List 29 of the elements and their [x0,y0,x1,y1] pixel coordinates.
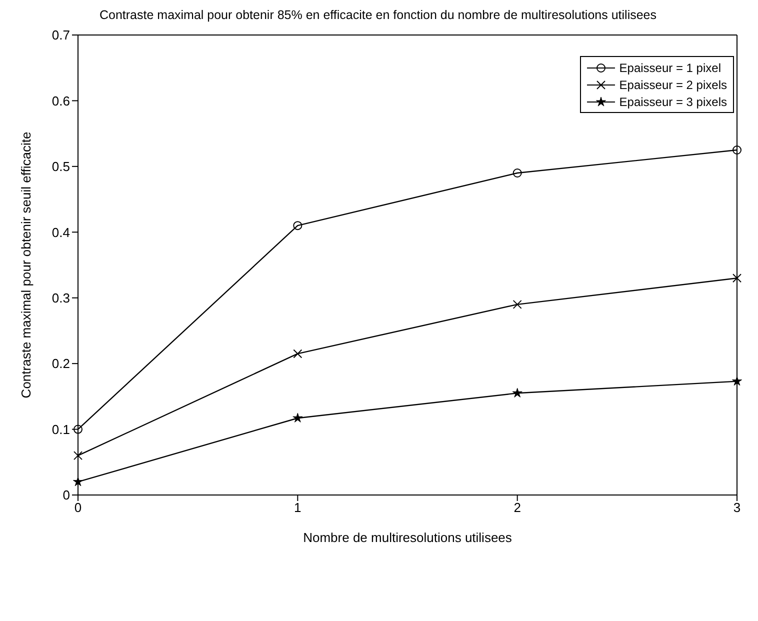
chart-title: Contraste maximal pour obtenir 85% en efficacite en fonction du nombre de multiresolutions utilisees [98,8,658,22]
x-tick-label: 2 [514,500,521,516]
y-tick-label: 0.6 [52,93,70,108]
legend-label: Epaisseur = 2 pixels [619,78,727,92]
y-axis-title: Contraste maximal pour obtenir seuil efficacite [18,132,34,398]
point [74,451,82,460]
point [512,388,522,398]
x-axis-title: Nombre de multiresolutions utilisees [303,530,512,546]
point [293,349,302,358]
point [732,146,742,154]
point [512,168,522,178]
y-tick-label: 0.3 [52,290,70,306]
point [512,300,522,309]
y-tick-label: 0.5 [52,159,70,174]
point [292,412,303,422]
point [732,274,742,283]
x-tick-label: 0 [74,500,82,516]
x-tick-label: 3 [733,500,741,516]
y-tick-label: 0 [62,488,70,503]
y-tick-label: 0.2 [52,356,70,372]
legend-label: Epaisseur = 1 pixel [619,60,721,74]
y-tick-label: 0.4 [52,224,70,240]
y-tick-label: 0.1 [52,422,70,437]
point [732,376,742,386]
y-tick-label: 0.7 [52,28,70,43]
point [72,476,84,486]
point [293,221,302,230]
legend-label: Epaisseur = 3 pixels [619,94,727,108]
x-tick-label: 1 [294,500,302,516]
